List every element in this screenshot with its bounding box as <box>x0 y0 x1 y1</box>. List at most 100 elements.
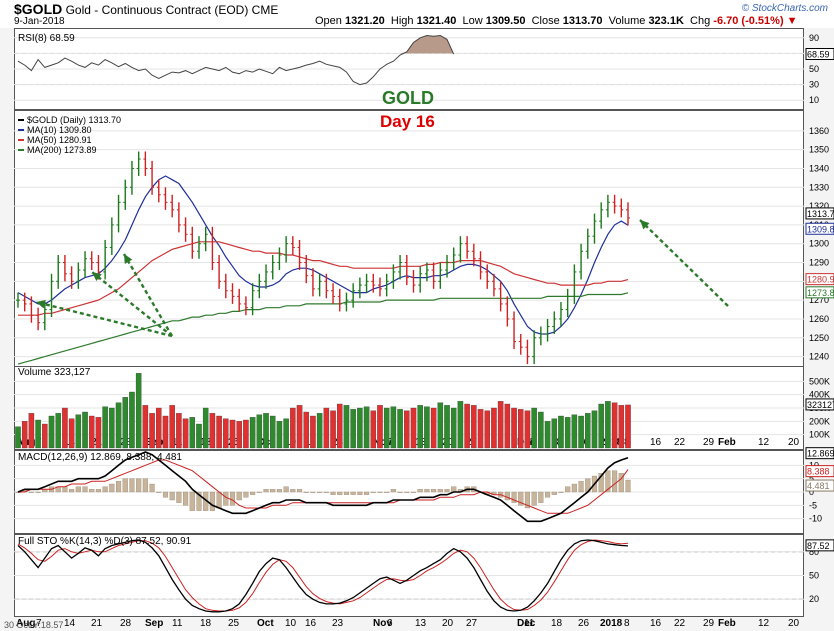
x-axis-label-bottom: Aug <box>16 618 35 629</box>
sto-d-line <box>17 539 629 612</box>
legend-label-2: MA(50) 1280.91 <box>27 135 92 145</box>
ma-line-1 <box>18 241 629 316</box>
stockcharts-logo[interactable]: © StockCharts.com <box>741 3 828 14</box>
volume-bar <box>343 405 350 449</box>
rsi-last-tag: 68.59 <box>807 49 830 59</box>
volume-bar <box>370 410 377 449</box>
volume-bar <box>464 403 470 449</box>
price-tick: 1330 <box>809 182 829 192</box>
volume-bar <box>484 410 490 449</box>
volume-bar <box>551 418 558 449</box>
volume-bar <box>249 417 256 449</box>
macd-hist-bar <box>343 491 350 495</box>
chart-header: $GOLD Gold - Continuous Contract (EOD) C… <box>0 0 834 28</box>
volume-bar <box>182 418 189 449</box>
macd-hist-bar <box>189 491 195 511</box>
macd-hist-bar <box>162 491 169 498</box>
volume-bar <box>209 413 216 449</box>
arrow-aug-head <box>36 299 46 309</box>
macd-hist-bar <box>263 489 269 493</box>
rsi-line <box>17 34 455 86</box>
x-axis-label: 29 <box>703 437 715 448</box>
macd-hist-bar <box>270 489 276 493</box>
macd-hist-bar <box>296 489 303 493</box>
volume-bar <box>122 397 129 449</box>
high-value: 1321.40 <box>416 15 457 27</box>
volume-bar <box>544 421 551 449</box>
x-axis-label-bottom: 18 <box>200 618 212 629</box>
volume-bar <box>276 421 283 449</box>
macd-hist-bar <box>283 486 289 493</box>
x-axis-label: 20 <box>788 437 800 448</box>
macd-hist-bar <box>370 491 376 493</box>
x-axis-label: 22 <box>674 437 686 448</box>
macd-hist-bar <box>176 491 182 503</box>
volume-bar <box>383 407 390 449</box>
macd-hist-bar <box>156 491 162 493</box>
symbol-line: $GOLD Gold - Continuous Contract (EOD) C… <box>14 1 278 17</box>
volume-bar <box>404 410 410 449</box>
volume-last-tag-box <box>805 398 834 411</box>
macd-hist-bar <box>538 491 544 503</box>
volume-bar <box>269 415 276 449</box>
macd-hist-bar <box>183 491 189 506</box>
x-axis-label-bottom: 14 <box>64 618 76 629</box>
legend-label-0: $GOLD (Daily) 1313.70 <box>27 115 121 125</box>
macd-hist-bar <box>384 491 390 493</box>
symbol[interactable]: $GOLD <box>14 1 63 17</box>
instrument-name: Gold - Continuous Contract (EOD) <box>65 3 249 17</box>
sto-tick: 20 <box>809 594 819 604</box>
x-axis-label-bottom: 12 <box>758 618 770 629</box>
rsi-tick: 10 <box>809 95 819 105</box>
volume-bar <box>323 407 330 449</box>
volume-bar <box>310 415 316 449</box>
rsi-title: RSI(8) 68.59 <box>18 33 75 44</box>
price-tick: 1340 <box>809 163 829 173</box>
macd-hist-bar <box>551 491 557 495</box>
x-axis-label-bottom: 28 <box>120 618 132 629</box>
price-tick: 1320 <box>809 201 829 211</box>
macd-hist-bar <box>390 489 396 493</box>
volume-bar <box>135 373 142 449</box>
down-arrow-icon: ▼ <box>786 15 798 27</box>
macd-hist-bar <box>82 486 88 493</box>
volume-bar <box>162 415 169 449</box>
rsi-tick: 50 <box>809 64 819 74</box>
volume-bar <box>511 407 517 449</box>
exchange: CME <box>251 3 279 17</box>
ma-line-2 <box>17 292 629 365</box>
rsi-tick: 30 <box>809 80 819 90</box>
volume-bar <box>15 426 21 449</box>
volume-bar <box>109 407 115 449</box>
macd-hist-bar <box>310 491 316 493</box>
volume-bar <box>605 401 611 449</box>
volume-bar <box>457 401 464 449</box>
quote-line: Open 1321.20 High 1321.40 Low 1309.50 Cl… <box>315 15 798 27</box>
close-label: Close <box>531 15 560 27</box>
x-axis-label-bottom: 11 <box>524 618 535 629</box>
volume-bar <box>176 413 182 449</box>
x-axis-label-bottom: 23 <box>332 618 344 629</box>
x-axis-label-bottom: Nov <box>373 618 392 629</box>
macd-hist-bar <box>35 491 41 493</box>
volume-bar <box>35 419 41 449</box>
macd-hist-bar <box>330 491 336 495</box>
volume-bar <box>397 409 403 449</box>
macd-hist-bar <box>417 489 423 493</box>
price-tag-box <box>805 286 834 299</box>
volume-bar <box>477 409 484 449</box>
macd-hist-bar <box>149 483 155 493</box>
rsi-overbought-fill <box>18 35 454 54</box>
macd-hist-bar <box>317 491 323 493</box>
macd-hist-bar <box>531 491 537 506</box>
macd-hist-bar <box>404 491 410 493</box>
volume-bar <box>316 413 323 449</box>
macd-hist-bar <box>397 491 403 493</box>
volume-bar <box>189 417 196 449</box>
volume-bar <box>102 406 108 449</box>
volume-bar <box>236 421 242 449</box>
x-axis-label-bottom: Dec <box>517 618 536 629</box>
macd-hist-bar <box>410 491 417 493</box>
volume-bar <box>149 413 155 449</box>
macd-hist-bar <box>69 489 75 493</box>
